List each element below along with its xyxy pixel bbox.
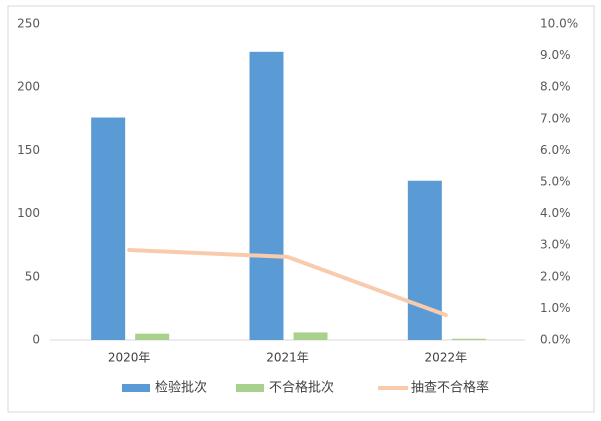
y-tick-label: 0 xyxy=(32,333,40,347)
line xyxy=(127,247,448,318)
y2-tick-label: 6.0% xyxy=(540,143,571,157)
y-tick-label: 100 xyxy=(17,206,40,220)
bar xyxy=(407,180,442,340)
y2-tick-label: 9.0% xyxy=(540,48,571,62)
y-tick-label: 50 xyxy=(25,269,40,283)
legend-label: 检验批次 xyxy=(155,380,207,396)
y2-tick-label: 2.0% xyxy=(540,269,571,283)
legend-swatch xyxy=(236,384,264,392)
x-tick-label: 2021年 xyxy=(266,351,309,365)
legend-label: 抽查不合格率 xyxy=(411,380,489,396)
x-tick-label: 2020年 xyxy=(108,351,151,365)
y2-tick-label: 10.0% xyxy=(540,17,578,31)
y2-tick-label: 8.0% xyxy=(540,80,571,94)
y2-tick-label: 7.0% xyxy=(540,111,571,125)
y2-tick-label: 1.0% xyxy=(540,301,571,315)
bar xyxy=(135,333,170,340)
x-tick-label: 2022年 xyxy=(425,351,468,365)
y2-tick-label: 5.0% xyxy=(540,175,571,189)
bar xyxy=(91,117,126,340)
y-tick-label: 200 xyxy=(17,80,40,94)
bar xyxy=(293,332,328,340)
y-tick-label: 150 xyxy=(17,143,40,157)
bar xyxy=(249,51,284,341)
legend-label: 不合格批次 xyxy=(269,380,334,396)
y2-tick-label: 4.0% xyxy=(540,206,571,220)
y-tick-label: 250 xyxy=(17,17,40,31)
y2-tick-label: 3.0% xyxy=(540,238,571,252)
legend-swatch xyxy=(122,384,150,392)
y2-tick-label: 0.0% xyxy=(540,333,571,347)
bar xyxy=(451,338,486,340)
